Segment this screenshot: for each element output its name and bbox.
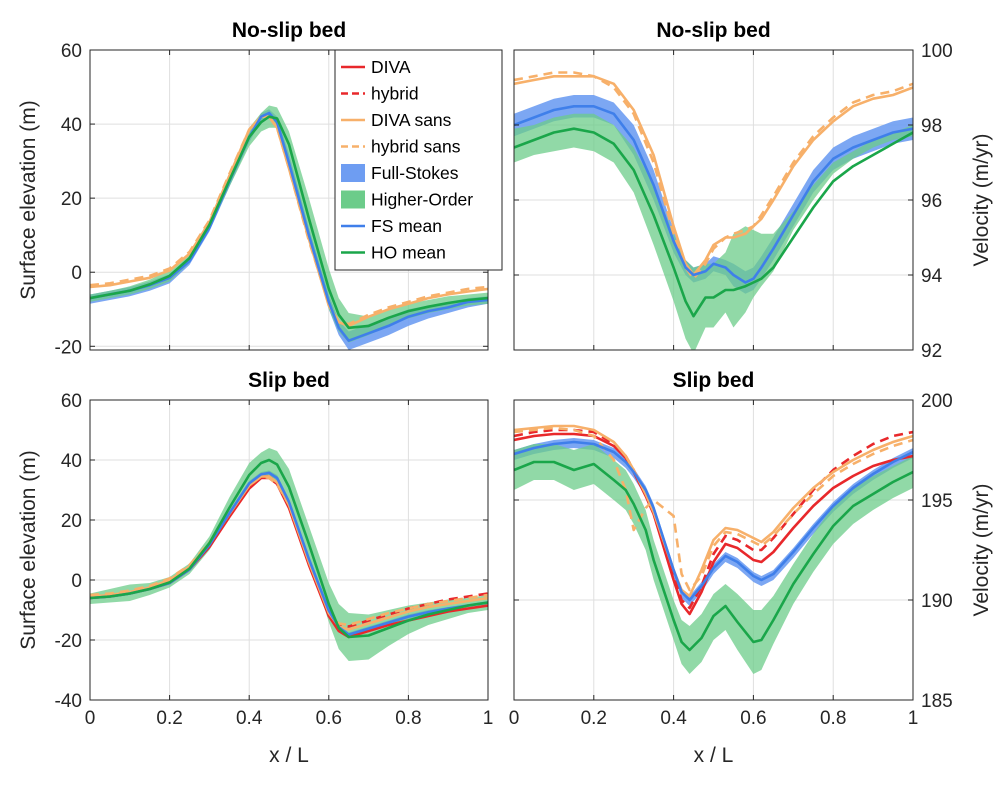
legend-box xyxy=(334,49,503,271)
x-axis-label: x / L xyxy=(694,744,734,767)
legend-item-full-stokes: Full-Stokes xyxy=(341,163,459,183)
panel-top-right: 92 94 96 98 100 No-slip bed Velocity (m/yr) xyxy=(513,19,993,362)
panel-title: Slip bed xyxy=(248,369,330,392)
line-diva xyxy=(514,432,913,616)
y-tick-label: 0 xyxy=(71,263,82,284)
legend-label: DIVA xyxy=(371,57,411,77)
line-fs-mean xyxy=(514,105,913,284)
band-full-stokes xyxy=(514,438,913,606)
y-tick-label: 190 xyxy=(921,591,953,612)
y-axis-label: Velocity (m/yr) xyxy=(970,483,993,616)
line-hybrid-sans xyxy=(90,475,488,627)
plot-content xyxy=(514,71,913,350)
y-axis-label: Surface elevation (m) xyxy=(17,450,40,650)
x-tick-label: 0.2 xyxy=(581,708,607,729)
legend-swatch xyxy=(341,190,365,209)
legend-label: Full-Stokes xyxy=(371,163,459,183)
band-higher-order xyxy=(514,444,913,674)
axes-box xyxy=(89,399,489,701)
y-tick-label: -20 xyxy=(55,631,82,652)
line-ho-mean xyxy=(514,127,913,318)
y-tick-label: 20 xyxy=(61,189,82,210)
axes-box xyxy=(513,399,914,701)
y-tick-label: 40 xyxy=(61,115,82,136)
y-tick-label: 0 xyxy=(71,571,82,592)
panel-title: No-slip bed xyxy=(656,19,770,42)
line-diva-sans xyxy=(514,424,913,598)
legend-label: hybrid xyxy=(371,84,419,104)
y-tick-label: 96 xyxy=(921,191,942,212)
line-fs-mean xyxy=(514,440,913,602)
legend-swatch xyxy=(341,164,365,182)
y-tick-label: 20 xyxy=(61,511,82,532)
legend-item-diva-sans: DIVA sans xyxy=(341,110,452,130)
plot-content xyxy=(90,448,488,661)
x-tick-label: 0.8 xyxy=(395,708,421,729)
y-axis-label: Velocity (m/yr) xyxy=(970,133,993,266)
plot-content xyxy=(514,424,913,674)
x-tick-label: 0.8 xyxy=(820,708,846,729)
x-tick-label: 1 xyxy=(483,708,494,729)
legend-label: DIVA sans xyxy=(371,110,452,130)
line-ho-mean xyxy=(90,115,488,330)
y-tick-label: -40 xyxy=(55,691,82,712)
band-higher-order xyxy=(514,113,913,350)
legend-label: HO mean xyxy=(371,243,446,263)
panel-title: No-slip bed xyxy=(232,19,346,42)
y-tick-label: 92 xyxy=(921,341,942,362)
legend-item-hybrid-sans: hybrid sans xyxy=(341,137,461,157)
x-tick-label: 0.4 xyxy=(660,708,687,729)
legend-item-ho-mean: HO mean xyxy=(341,243,446,263)
y-axis-label: Surface elevation (m) xyxy=(17,100,40,300)
legend-label: FS mean xyxy=(371,216,442,236)
y-tick-label: 185 xyxy=(921,691,953,712)
band-full-stokes xyxy=(514,95,913,294)
legend: DIVA hybrid DIVA sans hybrid sans Full-Stoke… xyxy=(334,49,503,271)
legend-label: Higher-Order xyxy=(371,190,473,210)
y-tick-label: 100 xyxy=(921,41,953,62)
line-diva-sans xyxy=(514,75,913,277)
x-tick-label: 0.6 xyxy=(316,708,342,729)
legend-item-fs-mean: FS mean xyxy=(341,216,442,236)
x-tick-label: 1 xyxy=(908,708,919,729)
panel-title: Slip bed xyxy=(673,369,755,392)
plot-area xyxy=(90,400,488,700)
line-diva-sans xyxy=(90,475,488,631)
y-tick-label: 200 xyxy=(921,391,953,412)
panels: -20 0 20 40 60 No-slip bed Surface elevation (… xyxy=(17,19,993,767)
y-tick-label: 60 xyxy=(61,391,82,412)
x-tick-label: 0 xyxy=(85,708,96,729)
legend-item-higher-order: Higher-Order xyxy=(341,190,473,210)
legend-label: hybrid sans xyxy=(371,137,461,157)
line-ho-mean xyxy=(514,460,913,652)
y-tick-label: 98 xyxy=(921,116,942,137)
y-tick-label: 195 xyxy=(921,491,953,512)
line-hybrid-sans xyxy=(514,426,913,592)
legend-item-hybrid: hybrid xyxy=(341,84,419,104)
line-fs-mean xyxy=(90,111,488,342)
legend-item-diva: DIVA xyxy=(341,57,411,77)
line-hybrid-sans xyxy=(514,71,913,280)
panel-bottom-left: 0 0.2 0.4 0.6 0.8 1 -40 -20 0 20 40 60 Slip bed x / L… xyxy=(17,369,493,767)
line-ho-mean xyxy=(90,458,488,639)
y-tick-label: 94 xyxy=(921,266,943,287)
x-tick-label: 0.2 xyxy=(156,708,182,729)
y-tick-label: 40 xyxy=(61,451,82,472)
y-tick-label: -20 xyxy=(55,337,82,358)
x-tick-label: 0.4 xyxy=(236,708,263,729)
band-higher-order xyxy=(90,105,488,343)
x-axis-label: x / L xyxy=(269,744,309,767)
x-tick-label: 0.6 xyxy=(740,708,766,729)
plot-content xyxy=(90,105,488,350)
x-tick-label: 0 xyxy=(509,708,520,729)
line-hybrid-sans xyxy=(90,115,488,326)
y-tick-label: 60 xyxy=(61,41,82,62)
